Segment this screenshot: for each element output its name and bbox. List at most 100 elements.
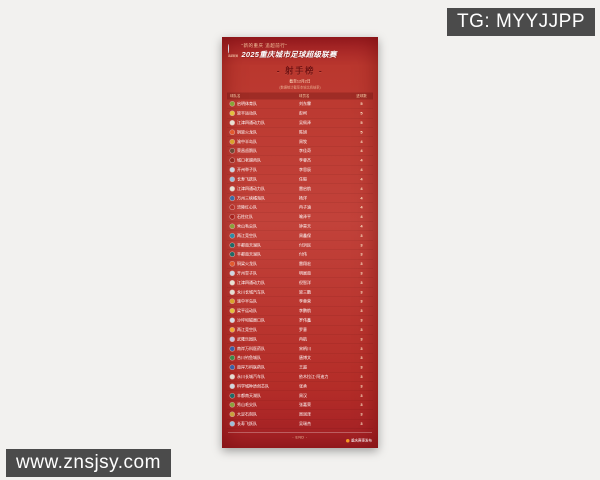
- watermark-top-right: TG: MYYJJPP: [447, 8, 595, 36]
- table-row: 南岸万科医药队 宋柄川 3: [227, 344, 373, 354]
- table-row: 丰都南天湖队 付洪民 3: [227, 241, 373, 250]
- league-title: 2025重庆城市足球超级联赛: [241, 50, 337, 60]
- table-row: 万州三峡橘海队 杨洋 4: [227, 194, 373, 203]
- team-name: 沙坪坝磁器口队: [237, 318, 265, 323]
- table-row: 永川长城汽车队 梁三鹏 3: [227, 288, 373, 298]
- table-row: 江津四通动力队 倪智洋 3: [227, 278, 373, 288]
- player-name: 任毅: [299, 176, 307, 182]
- team-crest-icon: [230, 393, 235, 398]
- table-row: 秀山毛尖队 钟昊天 4: [227, 222, 373, 232]
- team-crest-icon: [230, 111, 235, 116]
- team-name: 江津四通动力队: [237, 186, 265, 191]
- goals-count: 3: [360, 365, 363, 370]
- team-name: 开州举子队: [237, 271, 257, 276]
- goals-count: 5: [360, 111, 363, 116]
- scorers-poster: 渝超联赛 “新的重庆 追超前行” 2025重庆城市足球超级联赛 - 射手榜 - …: [222, 37, 378, 448]
- player-name: 宋柄川: [299, 346, 311, 351]
- team-crest-icon: [230, 129, 235, 135]
- player-name: 依木拉江·阿迪力: [299, 374, 329, 379]
- goals-count: 4: [360, 223, 363, 229]
- team-crest-icon: [230, 355, 235, 361]
- table-row: 永川长城汽车队 依木拉江·阿迪力 3: [227, 372, 373, 382]
- table-row: 开州举子队 明展南 3: [227, 269, 373, 279]
- player-name: 吴瑞杰: [299, 421, 311, 427]
- table-row: 梁平运动队 李鹏航 3: [227, 306, 373, 316]
- column-header-team: 球队名: [230, 94, 241, 99]
- team-crest-icon: [230, 158, 235, 163]
- team-name: 武隆乐园队: [237, 336, 257, 342]
- team-crest-icon: [230, 402, 235, 408]
- goals-count: 3: [360, 271, 363, 276]
- table-row: 南岸万科医药队 王超 3: [227, 363, 373, 373]
- table-row: 长寿飞跃队 任毅 4: [227, 175, 373, 185]
- goals-count: 4: [360, 158, 363, 163]
- team-crest-icon: [230, 186, 235, 191]
- team-crest-icon: [230, 412, 235, 417]
- player-name: 罗伟鑫: [299, 318, 311, 323]
- table-row: 丰都南天湖队 付伟 3: [227, 250, 373, 260]
- team-crest-icon: [230, 299, 235, 304]
- player-name: 唐博文: [299, 355, 311, 361]
- table-row: 涪陵红心队 冉子涵 4: [227, 203, 373, 213]
- team-name: 铜梁火龙队: [237, 261, 257, 267]
- team-crest-icon: [230, 148, 235, 154]
- table-row: 启明体育队 刘东霖 5: [227, 100, 373, 109]
- goals-count: 3: [360, 280, 363, 285]
- team-name: 大足石刻队: [237, 412, 257, 417]
- team-crest-icon: [230, 252, 235, 257]
- team-crest-icon: [230, 195, 235, 201]
- team-crest-icon: [230, 242, 235, 248]
- player-name: 冉子涵: [299, 205, 311, 210]
- publisher-logo-icon: [346, 438, 350, 443]
- table-row: 江津四通动力队 雷启航 4: [227, 184, 373, 194]
- team-crest-icon: [230, 280, 235, 285]
- column-header-player: 球员名: [299, 94, 310, 99]
- table-row: 开州举子队 李思辰 4: [227, 165, 373, 175]
- team-crest-icon: [230, 214, 235, 220]
- table-row: 丰都南天湖队 周汉 3: [227, 391, 373, 401]
- player-name: 吴佩泽: [299, 120, 311, 126]
- poster-header: 渝超联赛 “新的重庆 追超前行” 2025重庆城市足球超级联赛: [222, 37, 378, 60]
- table-row: 石柱红队 喻泽平 4: [227, 212, 373, 222]
- player-name: 陈旭: [299, 129, 307, 135]
- goals-count: 3: [360, 346, 363, 351]
- player-name: 雷启航: [299, 186, 311, 191]
- goals-count: 3: [360, 393, 363, 398]
- player-name: 钟昊天: [299, 223, 311, 229]
- team-crest-icon: [230, 318, 235, 323]
- team-name: 丰都南天湖队: [237, 252, 261, 257]
- player-name: 冉航: [299, 336, 307, 342]
- goals-count: 5: [360, 129, 363, 135]
- goals-count: 3: [360, 336, 363, 342]
- player-name: 李章荣: [299, 299, 311, 304]
- player-name: 周牧: [299, 139, 307, 144]
- team-name: 长寿飞跃队: [237, 421, 257, 427]
- goals-count: 3: [360, 242, 363, 248]
- table-row: 两江竞空队 罗意 3: [227, 325, 373, 335]
- team-name: 合川钓鱼城队: [237, 355, 261, 361]
- team-name: 万州三峡橘海队: [237, 195, 265, 201]
- league-badge-icon: [228, 43, 229, 54]
- goals-count: 4: [360, 167, 363, 173]
- table-row: 秀山毛尖队 张嘉荣 3: [227, 401, 373, 410]
- team-crest-icon: [230, 336, 235, 342]
- league-logo: 渝超联赛: [228, 43, 238, 57]
- goals-count: 4: [360, 176, 363, 182]
- team-name: 科学城种质创芯队: [237, 383, 269, 389]
- team-name: 石柱红队: [237, 214, 253, 220]
- goals-count: 3: [360, 327, 363, 332]
- table-row: 渝中半岛队 周牧 4: [227, 137, 373, 147]
- team-name: 启明体育队: [237, 101, 257, 107]
- column-header-goals: 进球数: [356, 94, 367, 99]
- publisher-label: 重庆赛事发布: [351, 439, 372, 443]
- goals-count: 3: [360, 355, 363, 361]
- team-name: 城口老腊肉队: [237, 158, 261, 163]
- table-row: 科学城种质创芯队 张承 3: [227, 382, 373, 392]
- table-row: 合川钓鱼城队 唐博文 3: [227, 353, 373, 363]
- goals-count: 3: [360, 421, 363, 427]
- player-name: 刘东霖: [299, 101, 311, 107]
- player-name: 倪智洋: [299, 280, 311, 285]
- player-name: 周鑫保: [299, 233, 311, 238]
- team-crest-icon: [230, 139, 235, 144]
- team-name: 秀山毛尖队: [237, 402, 257, 408]
